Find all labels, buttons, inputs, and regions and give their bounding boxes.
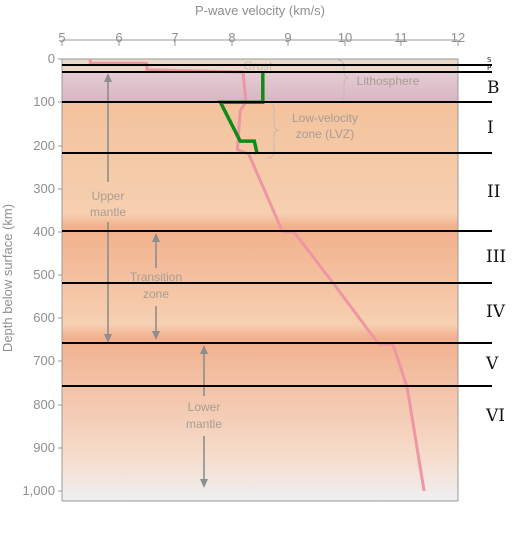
y-tick-label: 100 bbox=[33, 94, 55, 109]
lower-mantle-label: mantle bbox=[186, 417, 222, 431]
layer-label-vi: VI bbox=[485, 406, 505, 426]
x-tick-label: 5 bbox=[58, 30, 65, 45]
x-tick-label: 9 bbox=[284, 30, 291, 45]
x-axis-title: P-wave velocity (km/s) bbox=[195, 3, 325, 18]
x-tick-label: 12 bbox=[451, 30, 465, 45]
pink-velocity-profile bbox=[88, 59, 426, 492]
x-tick-label: 11 bbox=[394, 30, 408, 45]
transition-zone-label: Transition bbox=[130, 270, 182, 284]
upper-mantle-label: Upper bbox=[92, 189, 125, 203]
layer-label-ii: II bbox=[487, 182, 500, 202]
x-tick-label: 8 bbox=[228, 30, 235, 45]
lithosphere-label: Lithosphere bbox=[357, 74, 420, 88]
y-tick-label: 300 bbox=[33, 181, 55, 196]
upper-mantle-label: mantle bbox=[90, 205, 126, 219]
layer-boundaries bbox=[62, 64, 492, 387]
y-tick-label: 400 bbox=[33, 224, 55, 239]
y-tick-label: 900 bbox=[33, 440, 55, 455]
y-axis bbox=[58, 58, 62, 492]
x-tick-label: 10 bbox=[338, 30, 352, 45]
layer-label-i: I bbox=[487, 118, 494, 138]
y-tick-label: 1,000 bbox=[22, 483, 55, 498]
lower-mantle-label: Lower bbox=[188, 400, 221, 414]
layer-label-iv: IV bbox=[486, 302, 506, 322]
plot-frame bbox=[61, 58, 459, 502]
layer-label-iii: III bbox=[486, 247, 506, 267]
y-tick-label: 0 bbox=[48, 51, 55, 66]
range-arrows bbox=[104, 73, 208, 488]
lvz-label: Low-velocity bbox=[292, 111, 358, 125]
y-tick-label: 800 bbox=[33, 397, 55, 412]
lithosphere-band bbox=[62, 73, 458, 102]
y-tick-label: 500 bbox=[33, 267, 55, 282]
y-tick-label: 700 bbox=[33, 353, 55, 368]
green-velocity-profile bbox=[217, 72, 265, 155]
y-axis-title: Depth below surface (km) bbox=[0, 204, 15, 352]
layer-label-s: S bbox=[487, 56, 492, 64]
layer-label-b: B bbox=[487, 78, 500, 98]
layer-label-p: P bbox=[487, 64, 491, 72]
lvz-label: zone (LVZ) bbox=[296, 127, 354, 141]
layer-label-v: V bbox=[485, 354, 499, 374]
x-axis bbox=[61, 39, 459, 46]
x-tick-label: 6 bbox=[115, 30, 122, 45]
y-tick-label: 600 bbox=[33, 310, 55, 325]
transition-zone-label: zone bbox=[143, 287, 169, 301]
y-tick-label: 200 bbox=[33, 138, 55, 153]
plot-background bbox=[62, 59, 458, 501]
x-tick-label: 7 bbox=[171, 30, 178, 45]
